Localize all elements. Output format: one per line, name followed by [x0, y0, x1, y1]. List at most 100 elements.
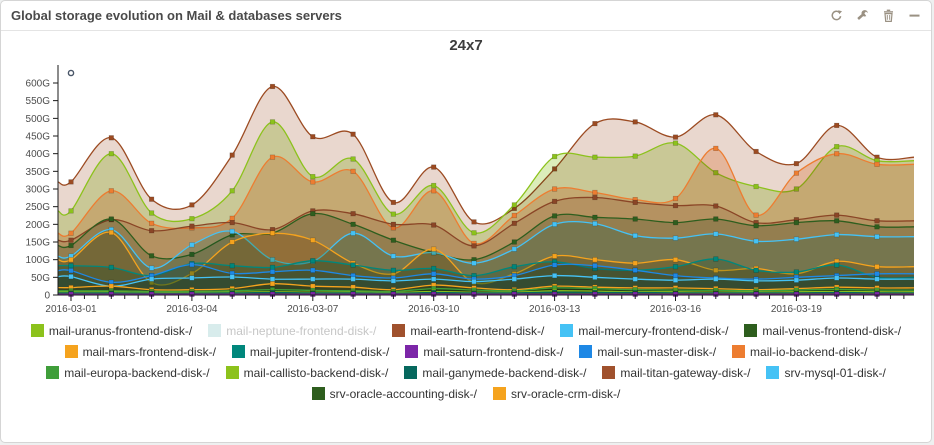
data-point-marker[interactable] [551, 221, 558, 227]
data-point-marker[interactable] [68, 179, 74, 185]
data-point-marker[interactable] [753, 148, 759, 155]
data-point-marker[interactable] [350, 211, 356, 217]
data-point-marker[interactable] [551, 153, 558, 160]
data-point-marker[interactable] [269, 83, 276, 90]
data-point-marker[interactable] [68, 208, 74, 214]
data-point-marker[interactable] [672, 134, 679, 140]
data-point-marker[interactable] [68, 230, 74, 236]
data-point-marker[interactable] [753, 267, 759, 273]
legend-item[interactable]: mail-venus-frontend-disk-/ [744, 324, 901, 338]
data-point-marker[interactable] [189, 262, 195, 268]
data-point-marker[interactable] [511, 264, 517, 270]
data-point-marker[interactable] [511, 246, 517, 252]
data-point-marker[interactable] [874, 271, 880, 277]
data-point-marker[interactable] [310, 276, 316, 282]
data-point-marker[interactable] [713, 256, 719, 262]
data-point-marker[interactable] [108, 151, 114, 157]
data-point-marker[interactable] [632, 216, 638, 222]
data-point-marker[interactable] [672, 140, 679, 146]
data-point-marker[interactable] [672, 277, 679, 283]
data-point-marker[interactable] [713, 203, 719, 209]
data-point-marker[interactable] [68, 263, 74, 269]
data-point-marker[interactable] [68, 242, 74, 249]
data-point-marker[interactable] [551, 198, 558, 205]
data-point-marker[interactable] [350, 156, 356, 162]
data-point-marker[interactable] [874, 234, 880, 240]
data-point-marker[interactable] [350, 131, 356, 137]
legend-item[interactable]: mail-neptune-frontend-disk-/ [208, 324, 376, 338]
legend-item[interactable]: mail-sun-master-disk-/ [579, 345, 716, 359]
data-point-marker[interactable] [68, 274, 74, 280]
legend-item[interactable]: mail-callisto-backend-disk-/ [225, 366, 388, 380]
data-point-marker[interactable] [511, 212, 517, 219]
data-point-marker[interactable] [310, 267, 316, 273]
legend-item[interactable]: mail-earth-frontend-disk-/ [392, 324, 544, 338]
data-point-marker[interactable] [592, 257, 598, 263]
refresh-button[interactable] [830, 9, 843, 22]
legend-item[interactable]: srv-oracle-crm-disk-/ [493, 387, 620, 401]
data-point-marker[interactable] [229, 274, 235, 280]
data-point-marker[interactable] [68, 257, 74, 263]
data-point-marker[interactable] [189, 275, 195, 281]
data-point-marker[interactable] [672, 264, 679, 270]
data-point-marker[interactable] [713, 216, 719, 222]
data-point-marker[interactable] [471, 279, 477, 285]
data-point-marker[interactable] [874, 276, 880, 282]
data-point-marker[interactable] [672, 220, 679, 226]
data-point-marker[interactable] [310, 211, 316, 217]
data-point-marker[interactable] [672, 203, 679, 209]
data-point-marker[interactable] [269, 281, 276, 287]
data-point-marker[interactable] [753, 212, 759, 218]
data-point-marker[interactable] [390, 267, 397, 273]
data-point-marker[interactable] [551, 262, 558, 268]
data-point-marker[interactable] [632, 276, 638, 282]
data-point-marker[interactable] [431, 276, 437, 282]
data-point-marker[interactable] [350, 230, 356, 236]
data-point-marker[interactable] [834, 151, 840, 157]
data-point-marker[interactable] [149, 228, 155, 234]
data-point-marker[interactable] [713, 145, 719, 151]
data-point-marker[interactable] [390, 253, 397, 259]
data-point-marker[interactable] [350, 221, 356, 227]
data-point-marker[interactable] [672, 273, 679, 279]
data-point-marker[interactable] [108, 283, 114, 289]
data-point-marker[interactable] [471, 230, 477, 236]
data-point-marker[interactable] [431, 265, 437, 272]
data-point-marker[interactable] [834, 212, 840, 218]
data-point-marker[interactable] [189, 242, 195, 248]
data-point-marker[interactable] [834, 262, 840, 268]
data-point-marker[interactable] [350, 276, 356, 282]
data-point-marker[interactable] [310, 179, 316, 185]
data-point-marker[interactable] [551, 186, 558, 192]
data-point-marker[interactable] [551, 253, 558, 259]
data-point-marker[interactable] [431, 222, 437, 228]
data-point-marker[interactable] [511, 220, 517, 226]
data-point-marker[interactable] [834, 218, 840, 224]
data-point-marker[interactable] [632, 199, 638, 206]
data-point-marker[interactable] [310, 134, 316, 140]
data-point-marker[interactable] [390, 278, 397, 284]
data-point-marker[interactable] [592, 274, 598, 280]
data-point-marker[interactable] [431, 182, 437, 189]
data-point-marker[interactable] [551, 213, 558, 219]
data-point-marker[interactable] [713, 276, 719, 282]
data-point-marker[interactable] [672, 257, 679, 263]
data-point-marker[interactable] [350, 168, 356, 174]
chart-area[interactable]: 0 50G 100G 150G 200G 250G 300G 350G 400G 450G 500G… [9, 59, 921, 322]
data-point-marker[interactable] [229, 228, 235, 235]
data-point-marker[interactable] [149, 210, 155, 216]
legend-item[interactable]: mail-europa-backend-disk-/ [46, 366, 210, 380]
data-point-marker[interactable] [632, 260, 638, 266]
delete-button[interactable] [882, 9, 895, 22]
data-point-marker[interactable] [793, 161, 799, 167]
data-point-marker[interactable] [793, 269, 799, 275]
data-point-marker[interactable] [390, 199, 397, 206]
data-point-marker[interactable] [713, 112, 719, 118]
data-point-marker[interactable] [108, 216, 114, 222]
data-point-marker[interactable] [269, 119, 276, 125]
data-point-marker[interactable] [108, 229, 114, 236]
data-point-marker[interactable] [310, 237, 316, 243]
data-point-marker[interactable] [189, 216, 195, 222]
data-point-marker[interactable] [632, 119, 638, 125]
data-point-marker[interactable] [471, 219, 477, 225]
